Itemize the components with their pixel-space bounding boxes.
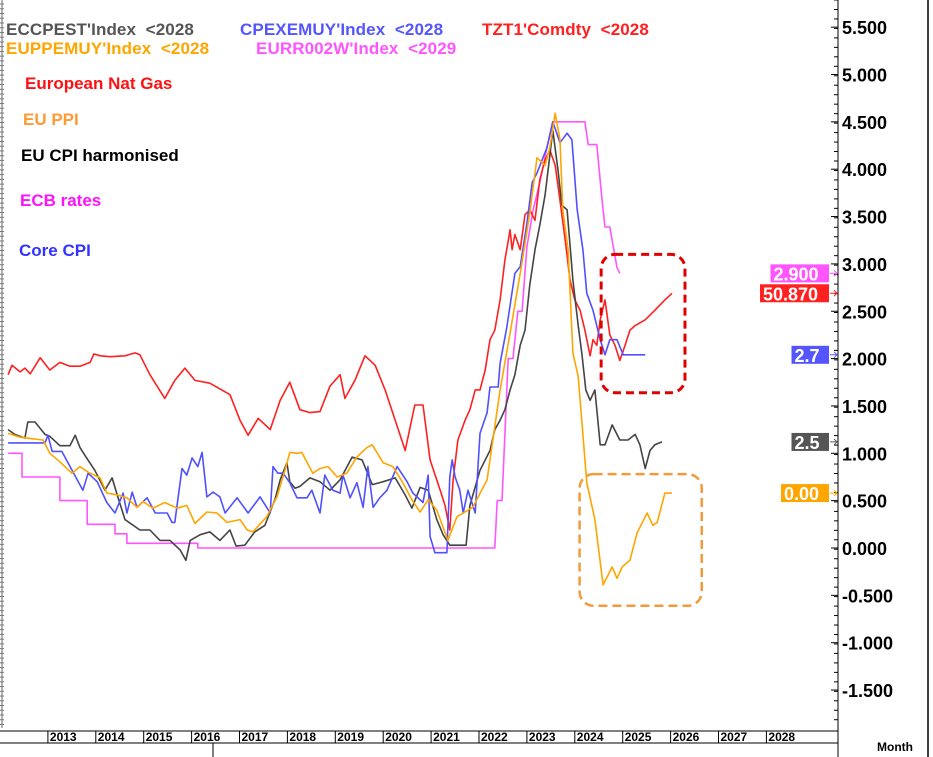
y-tick-label: 3.500 — [842, 208, 887, 228]
highlight-box — [599, 252, 687, 395]
series-line-eccpestindex — [7, 129, 663, 562]
y-tick-label: 5.500 — [842, 18, 887, 38]
highlight-box — [578, 472, 703, 608]
y-tick-label: 0.500 — [842, 492, 887, 512]
annotation-core-cpi: Core CPI — [19, 241, 91, 260]
x-tick-label: 2016 — [194, 730, 221, 744]
last-value-arrow-icon — [830, 489, 838, 497]
last-value-badge — [760, 284, 829, 303]
series-line-cpexemuyindex — [8, 121, 646, 554]
annotation-eu-cpi-harmonised: EU CPI harmonised — [21, 146, 179, 165]
x-tick-label: 2019 — [337, 730, 364, 744]
y-tick-label: 4.000 — [842, 160, 887, 180]
x-tick-label: 2017 — [242, 730, 269, 744]
legend-item-eurr002w: EURR002W'Index <2029 — [256, 39, 457, 58]
series-line-tzt1comdty — [7, 149, 673, 531]
x-tick-label: 2020 — [385, 730, 412, 744]
annotation-eu-ppi: EU PPI — [23, 110, 79, 129]
last-value-arrow-icon — [830, 270, 838, 277]
last-value-arrow-icon — [830, 289, 838, 297]
annotation-ecb-rates: ECB rates — [20, 191, 102, 210]
last-value-arrow-icon — [830, 438, 838, 446]
x-tick-label: 2024 — [577, 730, 604, 744]
x-axis-label: Month — [877, 740, 913, 754]
last-value-label: 2.5 — [795, 433, 820, 453]
legend-item-cpexemuy: CPEXEMUY'Index <2028 — [240, 20, 444, 39]
y-tick-label: -1.000 — [842, 634, 893, 654]
x-tick-label: 2015 — [146, 730, 173, 744]
annotation-european-nat-gas: European Nat Gas — [25, 74, 173, 93]
y-tick-label: 3.000 — [842, 255, 887, 275]
series-line-eurr002windex — [8, 121, 621, 549]
last-value-label: 2.900 — [774, 264, 819, 284]
x-tick-label: 2028 — [768, 730, 795, 744]
series-line-euppemuyindex — [7, 112, 672, 586]
y-tick-label: 1.000 — [842, 444, 887, 464]
last-value-badge — [770, 264, 829, 283]
x-tick-label: 2021 — [433, 730, 460, 744]
y-tick-label: 2.500 — [842, 302, 887, 322]
last-value-label: 2.7 — [795, 346, 820, 366]
legend-item-tzt1: TZT1'Comdty <2028 — [482, 20, 649, 39]
x-tick-label: 2025 — [625, 730, 652, 744]
last-value-arrow-icon — [830, 351, 838, 359]
y-tick-label: 4.500 — [842, 113, 887, 133]
y-tick-label: -0.500 — [842, 586, 893, 606]
y-tick-label: 2.000 — [842, 350, 887, 370]
x-tick-label: 2018 — [289, 730, 316, 744]
y-tick-label: 0.000 — [842, 539, 887, 559]
y-tick-label: 5.000 — [842, 66, 887, 86]
last-value-badge — [791, 345, 829, 364]
x-tick-label: 2023 — [529, 730, 556, 744]
x-tick-label: 2026 — [673, 730, 700, 744]
legend-item-eccpest: ECCPEST'Index <2028 — [6, 20, 194, 39]
x-tick-label: 2022 — [481, 730, 508, 744]
last-value-badge — [791, 432, 829, 451]
y-tick-label: 1.500 — [842, 397, 887, 417]
last-value-label: 50.870 — [763, 284, 818, 304]
y-tick-label: -1.500 — [842, 681, 893, 701]
last-value-badge — [781, 484, 829, 503]
x-tick-label: 2027 — [721, 730, 748, 744]
legend-item-euppemuy: EUPPEMUY'Index <2028 — [6, 39, 210, 58]
x-tick-label: 2014 — [98, 730, 125, 744]
x-tick-label: 2013 — [50, 730, 77, 744]
last-value-label: 0.00 — [784, 484, 819, 504]
